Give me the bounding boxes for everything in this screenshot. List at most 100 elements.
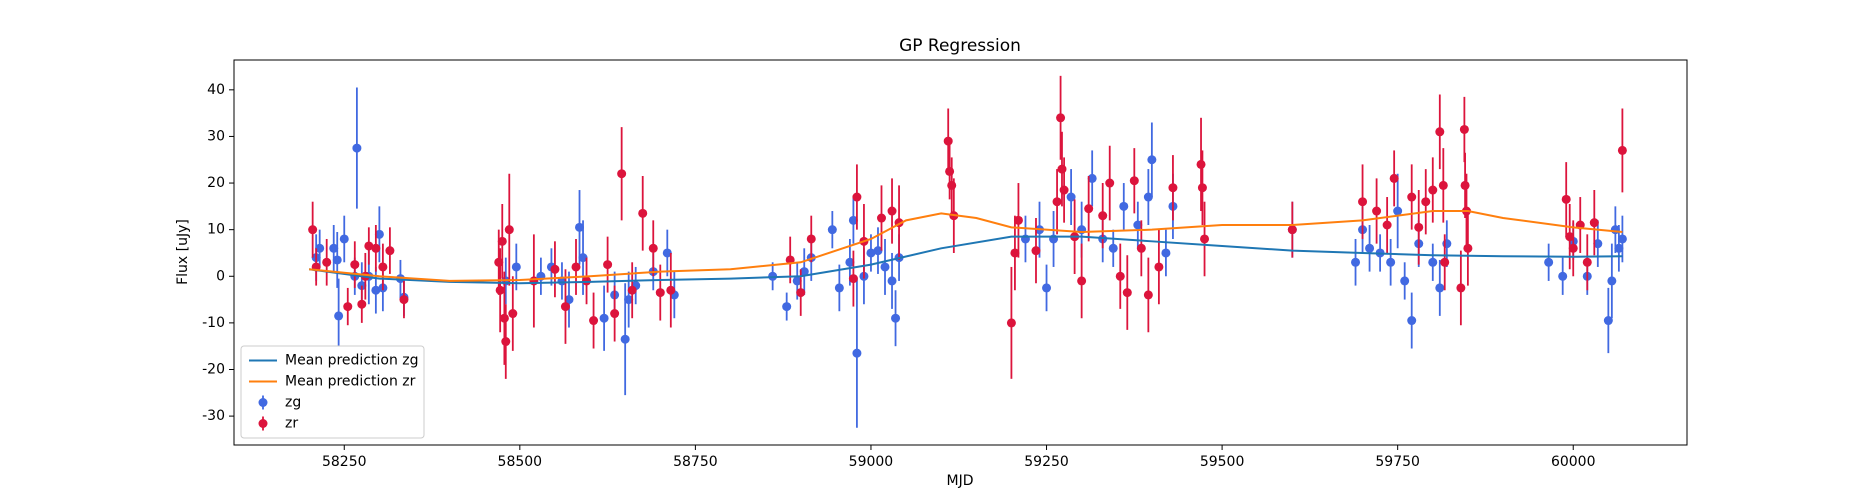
data-point [1031, 246, 1041, 256]
data-point [571, 262, 581, 272]
data-point [1115, 271, 1125, 281]
legend-label: zr [285, 416, 298, 432]
data-point [1389, 173, 1399, 183]
y-tick-label: 30 [207, 128, 225, 144]
data-point [508, 309, 518, 319]
data-point [1098, 211, 1108, 221]
data-point [799, 267, 809, 277]
data-point [589, 316, 599, 326]
data-point [371, 285, 381, 295]
data-point [575, 222, 585, 232]
data-point [1066, 192, 1076, 202]
data-point [1133, 220, 1143, 230]
legend-swatch [258, 398, 268, 407]
data-point [848, 215, 858, 225]
data-point [1393, 206, 1403, 216]
data-point [655, 288, 665, 298]
y-axis-label: Flux [uJy] [175, 219, 191, 285]
data-point [1386, 257, 1396, 267]
data-point [1077, 276, 1087, 286]
data-point [827, 225, 837, 235]
data-point [322, 257, 332, 267]
data-point [1607, 276, 1617, 286]
data-point [792, 276, 802, 286]
data-point [1084, 204, 1094, 214]
data-point [1358, 197, 1368, 207]
data-point [834, 283, 844, 293]
data-point [357, 299, 367, 309]
data-point [796, 288, 806, 298]
data-point [945, 166, 955, 176]
data-point [880, 262, 890, 272]
legend-label: Mean prediction zr [285, 374, 416, 390]
x-tick-label: 59500 [1200, 454, 1245, 470]
data-point [1544, 257, 1554, 267]
data-point [1568, 243, 1578, 253]
data-point [1196, 159, 1206, 169]
data-point [620, 334, 630, 344]
x-tick-label: 59750 [1375, 454, 1420, 470]
data-point [666, 285, 676, 295]
data-point [1087, 173, 1097, 183]
data-point [1143, 290, 1153, 300]
data-point [648, 243, 658, 253]
mean-line [309, 210, 1623, 282]
data-point [1561, 194, 1571, 204]
data-point [1108, 243, 1118, 253]
data-point [603, 260, 613, 270]
data-point [617, 169, 627, 179]
data-point [332, 255, 342, 265]
data-point [1057, 164, 1067, 174]
data-point [350, 260, 360, 270]
data-point [1435, 127, 1445, 137]
data-point [627, 285, 637, 295]
y-tick-label: -20 [202, 361, 225, 377]
data-point [564, 295, 574, 305]
data-point [1056, 113, 1066, 123]
data-point [582, 276, 592, 286]
legend-box [240, 345, 425, 439]
data-point [1438, 180, 1448, 190]
data-point [560, 302, 570, 312]
data-point [501, 337, 511, 347]
x-axis-label: MJD [947, 473, 974, 489]
data-point [308, 225, 318, 235]
data-point [1414, 222, 1424, 232]
y-tick-label: 20 [207, 175, 225, 191]
data-point [848, 274, 858, 284]
data-point [1143, 192, 1153, 202]
data-point [845, 257, 855, 267]
data-point [1582, 257, 1592, 267]
data-point [1372, 206, 1382, 216]
data-point [1122, 288, 1132, 298]
data-point [1136, 243, 1146, 253]
data-point [529, 276, 539, 286]
data-point [504, 225, 514, 235]
data-point [495, 285, 505, 295]
data-point [887, 206, 897, 216]
data-point [511, 262, 521, 272]
data-point [364, 241, 374, 251]
data-point [1603, 316, 1613, 326]
data-point [371, 243, 381, 253]
data-point [876, 213, 886, 223]
data-point [782, 302, 792, 312]
data-point [624, 295, 634, 305]
x-tick-label: 58750 [673, 454, 718, 470]
data-point [1400, 276, 1410, 286]
data-point [1365, 243, 1375, 253]
data-point [499, 313, 509, 323]
y-tick-label: -10 [202, 315, 225, 331]
data-point [352, 143, 362, 153]
data-point [852, 348, 862, 358]
data-point [315, 243, 325, 253]
data-point [947, 180, 957, 190]
data-point [378, 262, 388, 272]
data-point [1105, 178, 1115, 188]
legend-label: Mean prediction zg [285, 353, 419, 369]
data-point [1168, 183, 1178, 193]
data-point [1460, 180, 1470, 190]
data-point [943, 136, 953, 146]
data-point [329, 243, 339, 253]
data-point [1197, 183, 1207, 193]
